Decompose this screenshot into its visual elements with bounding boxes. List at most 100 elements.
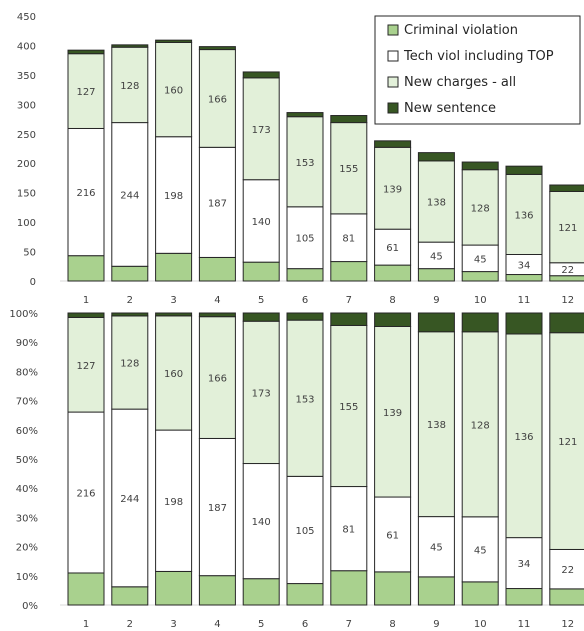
- y-tick-label: 450: [17, 12, 36, 23]
- bar-segment-tech-viol: [67, 411, 105, 574]
- bar-segment-new-sentence: [67, 312, 105, 318]
- data-label-new-charges: 160: [164, 369, 183, 380]
- data-label-new-charges: 128: [471, 420, 490, 431]
- bar-segment-new-charges: [417, 331, 455, 518]
- bar-segment-tech-viol: [374, 228, 412, 266]
- x-tick-label: 6: [302, 619, 308, 630]
- bar-segment-new-sentence: [198, 312, 236, 318]
- bar-segment-criminal-violation: [374, 571, 412, 606]
- bar-segment-new-sentence: [461, 312, 499, 333]
- bar-segment-new-sentence: [242, 71, 280, 79]
- x-tick-label: 10: [474, 295, 487, 306]
- bar-segment-new-charges: [374, 146, 412, 230]
- bar-segment-new-charges: [198, 49, 236, 148]
- data-label-tech-viol: 61: [386, 530, 399, 541]
- data-label-new-charges: 173: [252, 388, 271, 399]
- legend-label-new-sentence: New sentence: [404, 101, 496, 116]
- data-label-new-charges: 136: [514, 432, 533, 443]
- x-tick-label: 2: [127, 619, 133, 630]
- x-tick-label: 3: [170, 619, 176, 630]
- bar-segment-tech-viol: [286, 475, 324, 585]
- bar-segment-criminal-violation: [155, 570, 193, 606]
- x-tick-label: 1: [83, 619, 89, 630]
- data-label-tech-viol: 81: [342, 234, 355, 245]
- data-label-new-charges: 139: [383, 184, 402, 195]
- data-label-new-charges: 160: [164, 86, 183, 97]
- legend-label-new-charges: New charges - all: [404, 75, 516, 90]
- bar-segment-tech-viol: [286, 206, 324, 270]
- bar-segment-new-charges: [374, 325, 412, 498]
- bar-segment-criminal-violation: [330, 570, 368, 606]
- y-tick-label: 50%: [16, 455, 38, 466]
- bar-segment-criminal-violation: [461, 271, 499, 282]
- bar-segment-new-sentence: [374, 140, 412, 148]
- bar-segment-criminal-violation: [505, 274, 543, 282]
- data-label-new-charges: 166: [208, 94, 227, 105]
- bar-segment-new-sentence: [111, 312, 149, 317]
- bar-segment-tech-viol: [461, 244, 499, 273]
- data-label-tech-viol: 61: [386, 243, 399, 254]
- data-label-tech-viol: 105: [295, 234, 314, 245]
- bar-segment-new-charges: [286, 116, 324, 208]
- x-tick-label: 7: [346, 295, 352, 306]
- y-tick-label: 70%: [16, 397, 38, 408]
- legend-swatch-tech-viol: [387, 50, 399, 62]
- bar-segment-criminal-violation: [242, 261, 280, 282]
- legend-swatch-criminal-violation: [387, 24, 399, 36]
- y-tick-label: 100: [17, 218, 36, 229]
- data-label-new-charges: 121: [558, 223, 577, 234]
- y-tick-label: 80%: [16, 367, 38, 378]
- data-label-tech-viol: 187: [208, 503, 227, 514]
- absolute-stacked-bar-chart: 0501001502002503003504004502161271244128…: [17, 12, 584, 306]
- bar-segment-tech-viol: [111, 122, 149, 267]
- y-tick-label: 150: [17, 189, 36, 200]
- bar-segment-tech-viol: [505, 537, 543, 590]
- bar-segment-criminal-violation: [198, 256, 236, 282]
- bar-segment-new-sentence: [111, 44, 149, 48]
- data-label-new-charges: 166: [208, 374, 227, 385]
- data-label-tech-viol: 140: [252, 217, 271, 228]
- legend-swatch-new-charges: [387, 76, 399, 88]
- x-tick-label: 10: [474, 619, 487, 630]
- data-label-tech-viol: 216: [76, 188, 95, 199]
- data-label-tech-viol: 45: [430, 543, 443, 554]
- legend-label-criminal-violation: Criminal violation: [404, 23, 518, 38]
- data-label-tech-viol: 140: [252, 517, 271, 528]
- bar-segment-new-sentence: [417, 312, 455, 333]
- x-tick-label: 3: [170, 295, 176, 306]
- bar-segment-new-charges: [461, 331, 499, 518]
- bar-segment-new-sentence: [417, 152, 455, 162]
- data-label-new-charges: 139: [383, 408, 402, 419]
- data-label-tech-viol: 34: [518, 261, 531, 272]
- bar-segment-criminal-violation: [549, 275, 584, 282]
- data-label-new-charges: 121: [558, 437, 577, 448]
- data-label-tech-viol: 198: [164, 191, 183, 202]
- bar-segment-criminal-violation: [417, 576, 455, 606]
- bar-segment-tech-viol: [549, 548, 584, 590]
- y-tick-label: 60%: [16, 426, 38, 437]
- data-label-new-charges: 128: [120, 81, 139, 92]
- x-tick-label: 8: [389, 619, 395, 630]
- data-label-new-charges: 136: [514, 210, 533, 221]
- bar-segment-new-sentence: [505, 312, 543, 335]
- y-tick-label: 50: [23, 248, 36, 259]
- x-tick-label: 8: [389, 295, 395, 306]
- data-label-tech-viol: 45: [474, 545, 487, 556]
- bar-segment-new-sentence: [549, 184, 584, 192]
- bar-segment-new-charges: [198, 316, 236, 439]
- data-label-new-charges: 138: [427, 420, 446, 431]
- y-tick-label: 100%: [9, 309, 38, 320]
- data-label-new-charges: 153: [295, 158, 314, 169]
- legend-box: [374, 15, 581, 125]
- bar-segment-tech-viol: [111, 408, 149, 588]
- bar-segment-criminal-violation: [111, 586, 149, 606]
- bar-segment-new-charges: [242, 77, 280, 181]
- bar-segment-criminal-violation: [155, 252, 193, 282]
- bar-segment-criminal-violation: [374, 264, 412, 282]
- bar-segment-criminal-violation: [549, 588, 584, 606]
- x-tick-label: 11: [518, 619, 531, 630]
- data-label-tech-viol: 216: [76, 489, 95, 500]
- bar-segment-tech-viol: [417, 516, 455, 578]
- y-tick-label: 250: [17, 130, 36, 141]
- bar-segment-criminal-violation: [505, 588, 543, 606]
